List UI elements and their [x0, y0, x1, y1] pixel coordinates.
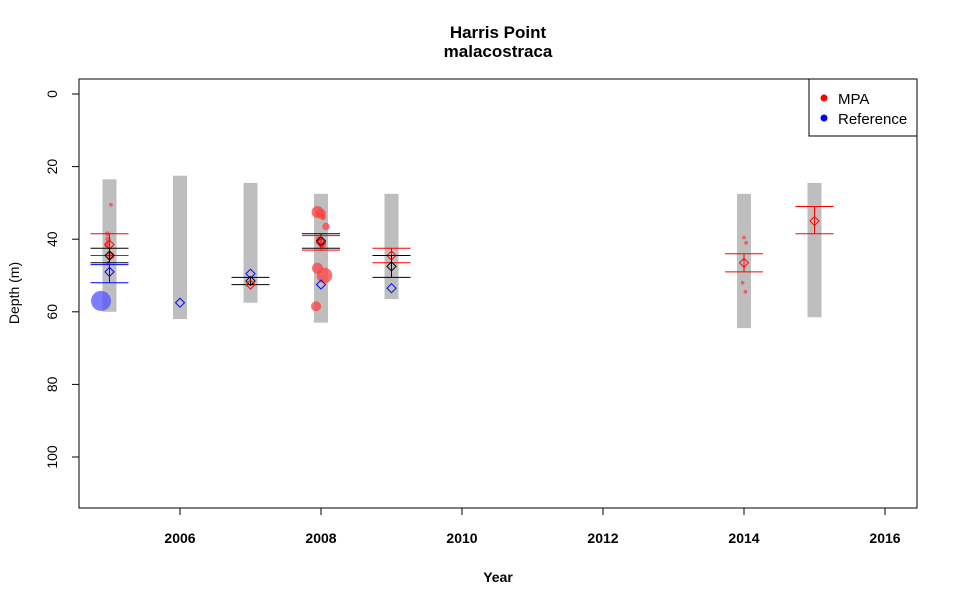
legend-marker-mpa — [820, 94, 828, 102]
y-tick-label: 0 — [44, 90, 60, 98]
y-tick-label: 40 — [44, 231, 60, 247]
y-tick-label: 100 — [44, 445, 60, 469]
y-axis: 0 20 40 60 80 100 — [44, 90, 79, 469]
y-tick-label: 20 — [44, 159, 60, 175]
x-tick-label: 2010 — [446, 530, 477, 546]
error-bars — [90, 206, 834, 308]
x-axis: 2006 2008 2010 2012 2014 2016 — [164, 508, 901, 546]
observation-point — [316, 267, 333, 284]
mean-marker-overall — [231, 275, 270, 287]
mean-marker-mpa — [245, 279, 256, 290]
x-axis-label: Year — [483, 569, 513, 585]
y-axis-label: Depth (m) — [6, 262, 22, 324]
legend-label-reference: Reference — [838, 111, 907, 128]
mean-marker-reference — [386, 282, 397, 294]
x-tick-label: 2008 — [305, 530, 336, 546]
x-tick-label: 2016 — [869, 530, 900, 546]
mean-marker-reference — [90, 264, 129, 284]
observation-point — [91, 290, 112, 311]
observation-point — [320, 214, 326, 221]
chart-title: Harris Point — [450, 23, 547, 42]
depth-range-bar — [807, 182, 822, 318]
legend-label-mpa: MPA — [838, 91, 869, 108]
observation-point — [109, 202, 113, 207]
observations — [91, 202, 749, 312]
mean-marker-reference — [315, 279, 327, 290]
mean-marker-mpa — [302, 235, 340, 251]
mean-marker-mpa — [795, 206, 834, 235]
plot-frame — [78, 78, 918, 509]
chart-subtitle: malacostraca — [444, 42, 553, 61]
x-tick-label: 2014 — [728, 530, 759, 546]
observation-point — [742, 235, 746, 240]
observation-point — [740, 280, 745, 285]
y-tick-label: 60 — [44, 304, 60, 320]
mean-marker-mpa — [725, 253, 763, 273]
observation-point — [744, 240, 749, 245]
observation-point — [743, 289, 748, 294]
depth-ranges — [102, 175, 822, 329]
legend: MPA Reference — [808, 78, 918, 137]
legend-box — [808, 78, 918, 137]
y-tick-label: 80 — [44, 376, 60, 392]
depth-range-bar — [384, 193, 399, 300]
mean-marker-overall — [90, 247, 129, 264]
observation-point — [322, 222, 330, 231]
depth-range-bar — [173, 175, 187, 320]
observation-point — [311, 301, 322, 312]
x-tick-label: 2012 — [587, 530, 618, 546]
x-tick-label: 2006 — [164, 530, 195, 546]
mean-marker-overall — [372, 255, 411, 278]
legend-marker-reference — [820, 114, 828, 122]
mean-marker-reference — [174, 297, 186, 308]
